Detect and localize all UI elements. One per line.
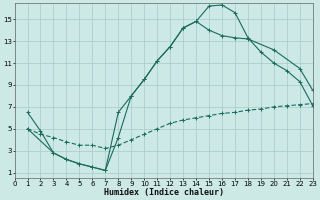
- X-axis label: Humidex (Indice chaleur): Humidex (Indice chaleur): [104, 188, 224, 197]
